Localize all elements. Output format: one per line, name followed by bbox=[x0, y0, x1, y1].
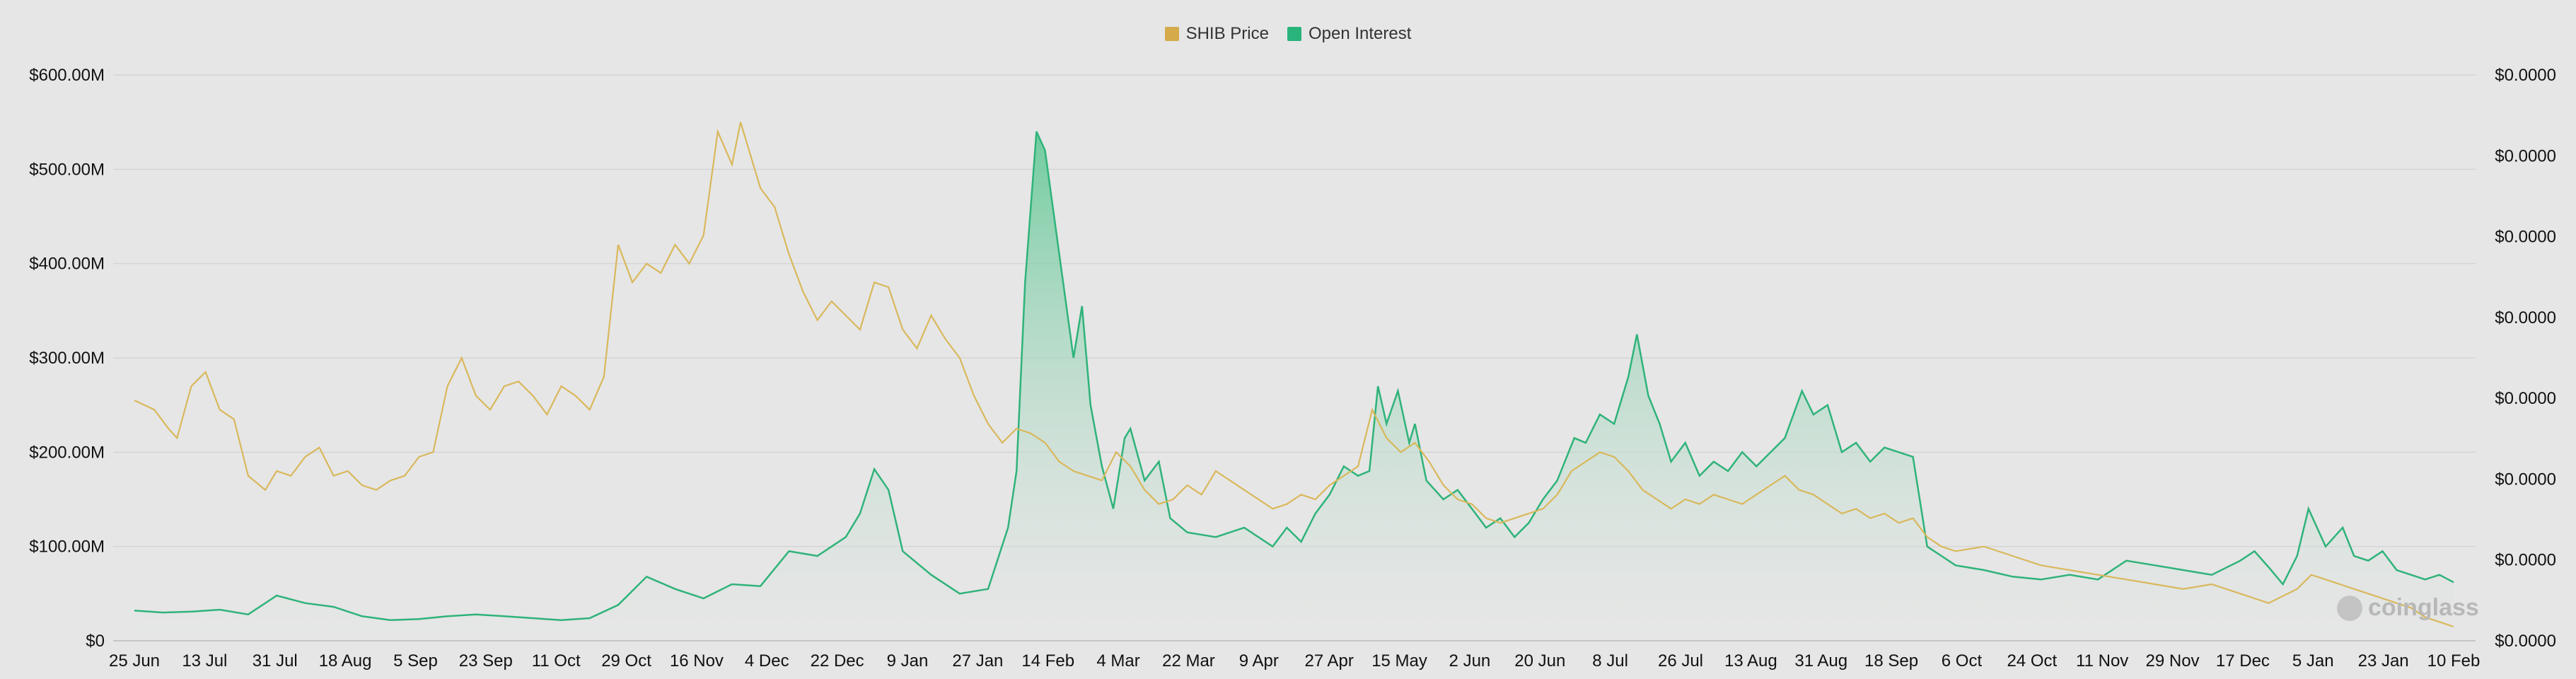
x-tick-label: 20 Jun bbox=[1514, 651, 1565, 671]
x-tick-label: 9 Apr bbox=[1239, 651, 1279, 671]
open-interest-area bbox=[134, 132, 2454, 641]
x-tick-label: 4 Mar bbox=[1096, 651, 1139, 671]
legend-item-shib-price[interactable]: SHIB Price bbox=[1164, 24, 1269, 44]
x-tick-label: 31 Aug bbox=[1794, 651, 1847, 671]
x-tick-label: 14 Feb bbox=[1021, 651, 1074, 671]
x-tick-label: 18 Sep bbox=[1864, 651, 1918, 671]
x-tick-label: 27 Apr bbox=[1304, 651, 1353, 671]
legend-label-open-interest: Open Interest bbox=[1308, 24, 1412, 43]
coinglass-logo-icon bbox=[2337, 596, 2362, 621]
x-tick-label: 10 Feb bbox=[2427, 651, 2481, 671]
y-right-tick-label: $0.0000 bbox=[2495, 470, 2556, 489]
y-right-tick-label: $0.0000 bbox=[2495, 389, 2556, 408]
x-tick-label: 29 Nov bbox=[2146, 651, 2200, 671]
shib-price-line bbox=[134, 122, 2454, 628]
y-right-tick-label: $0.0000 bbox=[2495, 632, 2556, 651]
x-tick-label: 13 Jul bbox=[182, 651, 227, 671]
x-tick-label: 11 Nov bbox=[2076, 651, 2128, 671]
x-tick-label: 15 May bbox=[1371, 651, 1427, 671]
x-tick-label: 9 Jan bbox=[887, 651, 929, 671]
legend-item-open-interest[interactable]: Open Interest bbox=[1287, 24, 1411, 44]
legend-label-shib-price: SHIB Price bbox=[1185, 24, 1269, 43]
watermark: coinglass bbox=[2337, 594, 2479, 621]
legend-swatch-open-interest bbox=[1287, 27, 1301, 41]
y-left-tick-label: $100.00M bbox=[29, 538, 105, 557]
x-tick-label: 25 Jun bbox=[109, 651, 160, 671]
open-interest-series bbox=[134, 131, 2454, 641]
open-interest-line bbox=[134, 131, 2454, 621]
x-tick-label: 27 Jan bbox=[952, 651, 1003, 671]
x-tick-label: 16 Nov bbox=[670, 651, 724, 671]
x-tick-label: 22 Mar bbox=[1162, 651, 1215, 671]
watermark-text: coinglass bbox=[2368, 594, 2479, 621]
x-tick-label: 5 Sep bbox=[393, 651, 438, 671]
x-tick-label: 6 Oct bbox=[1942, 651, 1983, 671]
legend: SHIB Price Open Interest bbox=[0, 24, 2576, 44]
x-tick-label: 18 Aug bbox=[319, 651, 372, 671]
y-left-tick-label: $200.00M bbox=[29, 443, 105, 462]
y-right-tick-label: $0.0000 bbox=[2495, 308, 2556, 327]
y-left-tick-label: $600.00M bbox=[29, 66, 105, 85]
x-tick-label: 8 Jul bbox=[1592, 651, 1628, 671]
x-tick-label: 13 Aug bbox=[1724, 651, 1777, 671]
x-tick-label: 11 Oct bbox=[532, 651, 581, 671]
x-tick-label: 31 Jul bbox=[253, 651, 298, 671]
x-tick-label: 23 Sep bbox=[459, 651, 513, 671]
x-tick-label: 4 Dec bbox=[745, 651, 789, 671]
x-tick-label: 26 Jul bbox=[1658, 651, 1703, 671]
x-tick-label: 29 Oct bbox=[601, 651, 651, 671]
y-axis-left: $0 $100.00M $200.00M $300.00M $400.00M $500.0… bbox=[29, 66, 105, 651]
y-right-tick-label: $0.0000 bbox=[2495, 66, 2556, 85]
y-right-tick-label: $0.0000 bbox=[2495, 228, 2556, 247]
x-tick-label: 24 Oct bbox=[2007, 651, 2057, 671]
y-left-tick-label: $300.00M bbox=[29, 349, 105, 368]
y-left-tick-label: $0 bbox=[86, 632, 105, 651]
y-right-tick-label: $0.0000 bbox=[2495, 146, 2556, 166]
y-axis-right: $0.0000 $0.0000 $0.0000 $0.0000 $0.0000 $0.00… bbox=[2495, 66, 2556, 651]
x-tick-label: 2 Jun bbox=[1449, 651, 1491, 671]
y-left-tick-label: $500.00M bbox=[29, 160, 105, 179]
x-tick-label: 22 Dec bbox=[811, 651, 864, 671]
y-right-tick-label: $0.0000 bbox=[2495, 551, 2556, 570]
x-tick-label: 5 Jan bbox=[2292, 651, 2334, 671]
x-axis: 25 Jun 13 Jul 31 Jul 18 Aug 5 Sep 23 Sep 11 Oc… bbox=[109, 640, 2481, 671]
x-tick-label: 23 Jan bbox=[2358, 651, 2409, 671]
shib-price-series bbox=[134, 122, 2454, 628]
y-left-tick-label: $400.00M bbox=[29, 255, 105, 274]
x-tick-label: 17 Dec bbox=[2216, 651, 2270, 671]
legend-swatch-shib-price bbox=[1164, 27, 1179, 41]
